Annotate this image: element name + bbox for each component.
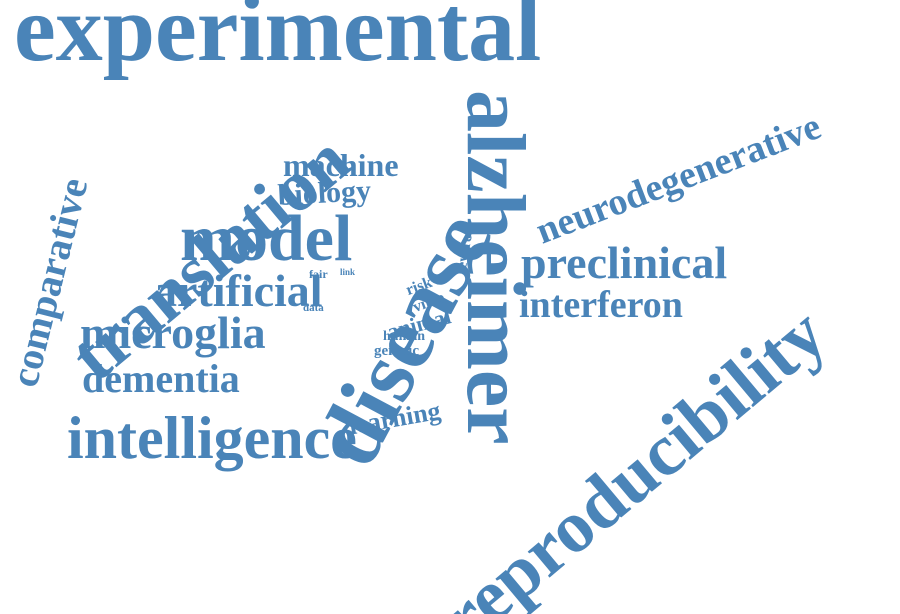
word-preclinical: preclinical: [521, 237, 728, 288]
word-experimental: experimental: [14, 0, 542, 81]
word-artificial: artificial: [154, 265, 323, 316]
word-machine: machine: [283, 147, 399, 183]
word-biology: biology: [276, 174, 372, 212]
word-dementia: dementia: [82, 356, 240, 401]
word-genetic: genetic: [374, 343, 419, 359]
word-human: human: [383, 329, 426, 344]
word-data: data: [303, 302, 324, 314]
word-interferon: interferon: [519, 284, 683, 326]
word-model: model: [180, 202, 353, 275]
word-neurodegenerative: neurodegenerative: [530, 105, 827, 253]
word-fair: fair: [309, 267, 328, 281]
word-link: link: [340, 267, 356, 277]
word-intelligence: intelligence: [67, 405, 357, 471]
word-microglia: microglia: [80, 307, 266, 358]
